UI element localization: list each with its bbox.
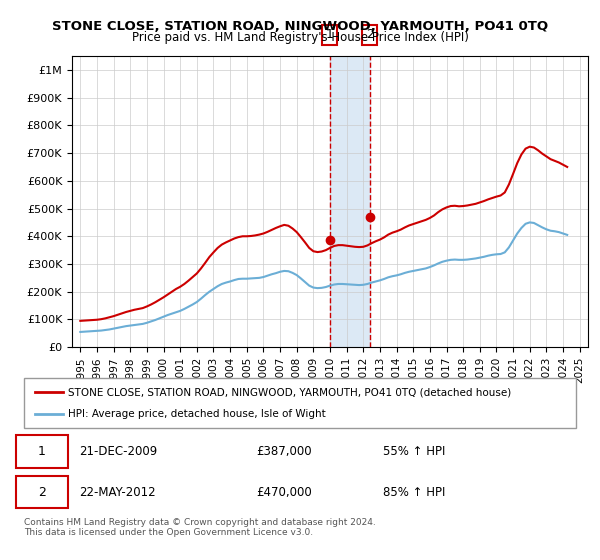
Text: STONE CLOSE, STATION ROAD, NINGWOOD, YARMOUTH, PO41 0TQ (detached house): STONE CLOSE, STATION ROAD, NINGWOOD, YAR…: [68, 387, 511, 397]
Text: Price paid vs. HM Land Registry's House Price Index (HPI): Price paid vs. HM Land Registry's House …: [131, 31, 469, 44]
Bar: [329, 56, 370, 347]
Text: £387,000: £387,000: [256, 445, 311, 458]
Text: £470,000: £470,000: [256, 486, 311, 498]
FancyBboxPatch shape: [16, 435, 68, 468]
Text: 85% ↑ HPI: 85% ↑ HPI: [383, 486, 445, 498]
FancyBboxPatch shape: [16, 476, 68, 508]
Text: 21-DEC-2009: 21-DEC-2009: [79, 445, 157, 458]
Text: 1: 1: [38, 445, 46, 458]
Text: 22-MAY-2012: 22-MAY-2012: [79, 486, 156, 498]
Text: 55% ↑ HPI: 55% ↑ HPI: [383, 445, 445, 458]
Text: STONE CLOSE, STATION ROAD, NINGWOOD, YARMOUTH, PO41 0TQ: STONE CLOSE, STATION ROAD, NINGWOOD, YAR…: [52, 20, 548, 32]
Text: 2: 2: [365, 29, 374, 41]
Text: 1: 1: [326, 29, 334, 41]
Text: Contains HM Land Registry data © Crown copyright and database right 2024.
This d: Contains HM Land Registry data © Crown c…: [24, 518, 376, 538]
Text: HPI: Average price, detached house, Isle of Wight: HPI: Average price, detached house, Isle…: [68, 409, 326, 419]
FancyBboxPatch shape: [24, 378, 576, 428]
Text: 2: 2: [38, 486, 46, 498]
